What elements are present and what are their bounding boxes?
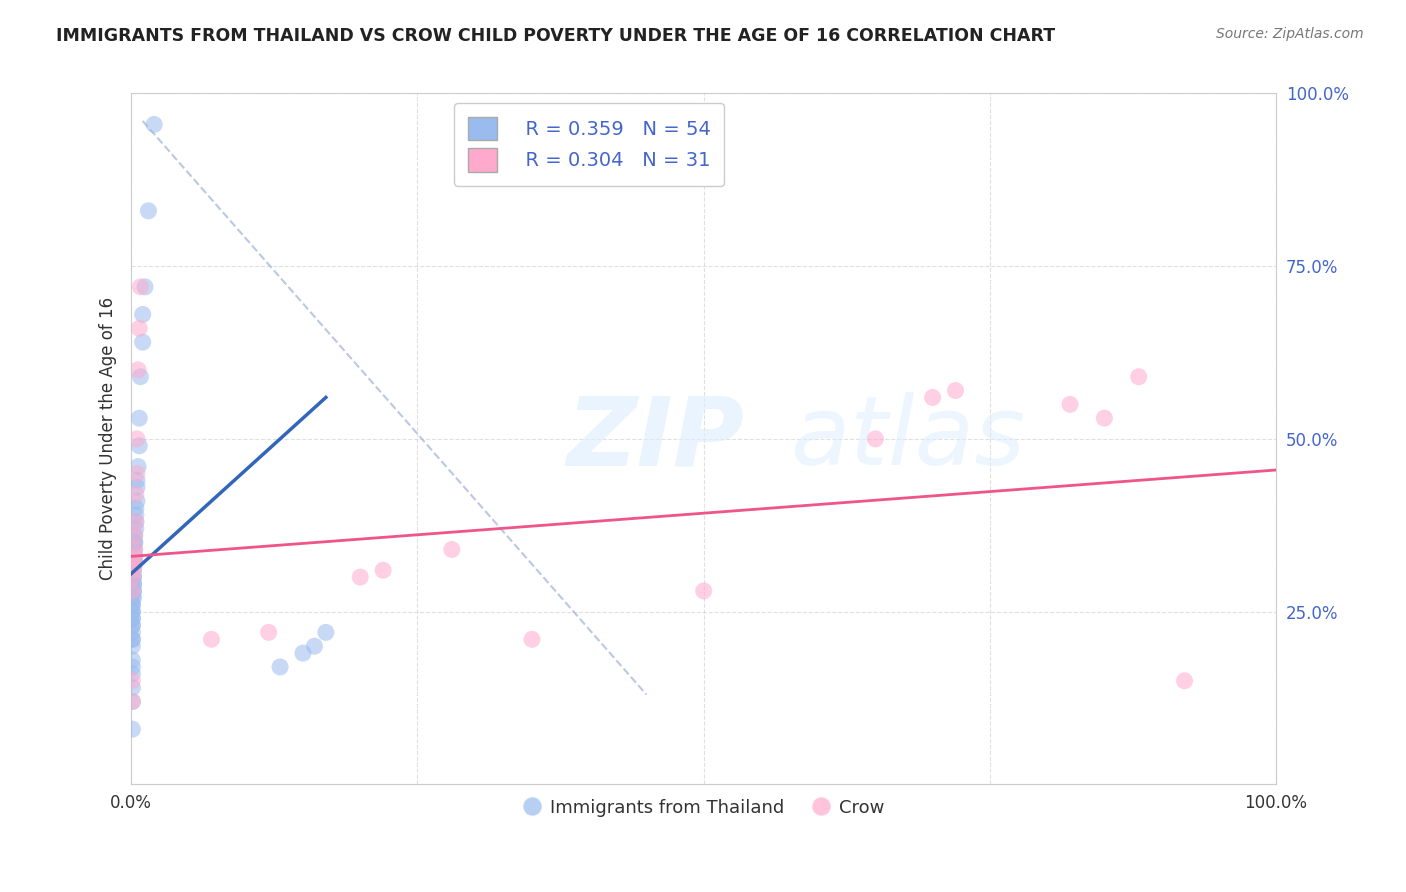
Point <box>125 515 148 529</box>
Point <box>121 618 143 632</box>
Point <box>122 577 145 591</box>
Point <box>520 632 543 647</box>
Point <box>131 335 153 350</box>
Point <box>125 508 148 522</box>
Point <box>121 694 143 708</box>
Point <box>349 570 371 584</box>
Point <box>269 660 291 674</box>
Point <box>122 583 145 598</box>
Point <box>945 384 967 398</box>
Point <box>125 480 148 494</box>
Point <box>865 432 887 446</box>
Point <box>121 598 143 612</box>
Point <box>1059 397 1081 411</box>
Point <box>122 591 145 605</box>
Point <box>124 542 146 557</box>
Point <box>122 563 145 577</box>
Point <box>125 467 148 481</box>
Point <box>1092 411 1115 425</box>
Point <box>138 203 160 218</box>
Point <box>121 625 143 640</box>
Point <box>122 583 145 598</box>
Point <box>143 118 166 132</box>
Point <box>124 549 146 564</box>
Text: Source: ZipAtlas.com: Source: ZipAtlas.com <box>1216 27 1364 41</box>
Point <box>122 563 145 577</box>
Point <box>121 639 143 653</box>
Point <box>124 535 146 549</box>
Point <box>121 598 143 612</box>
Point <box>257 625 280 640</box>
Point <box>121 632 143 647</box>
Point <box>125 501 148 516</box>
Point <box>122 577 145 591</box>
Point <box>122 556 145 570</box>
Point <box>121 653 143 667</box>
Point <box>121 722 143 736</box>
Point <box>122 570 145 584</box>
Point <box>121 681 143 695</box>
Text: IMMIGRANTS FROM THAILAND VS CROW CHILD POVERTY UNDER THE AGE OF 16 CORRELATION C: IMMIGRANTS FROM THAILAND VS CROW CHILD P… <box>56 27 1056 45</box>
Point <box>121 694 143 708</box>
Point <box>124 535 146 549</box>
Point <box>121 666 143 681</box>
Point <box>121 583 143 598</box>
Point <box>129 369 152 384</box>
Point <box>121 632 143 647</box>
Point <box>921 391 943 405</box>
Point <box>371 563 394 577</box>
Point <box>125 474 148 488</box>
Point <box>315 625 337 640</box>
Point <box>124 556 146 570</box>
Point <box>128 439 150 453</box>
Point <box>125 522 148 536</box>
Point <box>1128 369 1150 384</box>
Point <box>200 632 222 647</box>
Point <box>122 556 145 570</box>
Point <box>129 280 152 294</box>
Point <box>121 660 143 674</box>
Point <box>124 542 146 557</box>
Point <box>128 411 150 425</box>
Point <box>124 528 146 542</box>
Point <box>125 494 148 508</box>
Point <box>122 570 145 584</box>
Point <box>125 432 148 446</box>
Point <box>125 515 148 529</box>
Point <box>124 549 146 564</box>
Point <box>124 556 146 570</box>
Point <box>291 646 314 660</box>
Point <box>121 611 143 625</box>
Point <box>121 591 143 605</box>
Point <box>127 363 149 377</box>
Point <box>128 321 150 335</box>
Legend: Immigrants from Thailand, Crow: Immigrants from Thailand, Crow <box>516 791 891 824</box>
Point <box>121 618 143 632</box>
Point <box>125 487 148 501</box>
Point <box>121 611 143 625</box>
Text: atlas: atlas <box>790 392 1025 485</box>
Point <box>121 605 143 619</box>
Point <box>121 673 143 688</box>
Point <box>131 308 153 322</box>
Point <box>121 605 143 619</box>
Point <box>304 639 326 653</box>
Point <box>134 280 156 294</box>
Text: ZIP: ZIP <box>567 392 744 485</box>
Y-axis label: Child Poverty Under the Age of 16: Child Poverty Under the Age of 16 <box>100 297 117 581</box>
Point <box>440 542 463 557</box>
Point <box>121 570 143 584</box>
Point <box>1173 673 1195 688</box>
Point <box>124 528 146 542</box>
Point <box>692 583 714 598</box>
Point <box>127 459 149 474</box>
